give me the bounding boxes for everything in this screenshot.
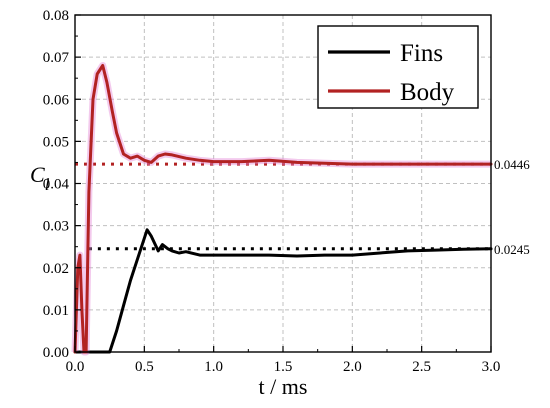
y-tick-label: 0.07 bbox=[43, 50, 70, 66]
legend: Fins Body bbox=[317, 25, 479, 109]
x-tick-label: 2.0 bbox=[343, 359, 362, 375]
y-tick-label: 0.04 bbox=[43, 177, 70, 193]
legend-box bbox=[317, 25, 479, 109]
y-tick-label: 0.00 bbox=[43, 345, 69, 361]
y-tick-label: 0.05 bbox=[43, 134, 69, 150]
x-tick-label: 2.5 bbox=[412, 359, 431, 375]
reference-lines: 0.0446 0.0245 bbox=[75, 157, 530, 257]
y-tick-label: 0.08 bbox=[43, 8, 69, 24]
x-tick-label: 1.5 bbox=[274, 359, 293, 375]
x-axis-title: t / ms bbox=[259, 374, 308, 399]
reference-value-label: 0.0245 bbox=[494, 242, 530, 257]
x-tick-label: 0.5 bbox=[135, 359, 154, 375]
x-tick-label: 0.0 bbox=[66, 359, 85, 375]
legend-label-body: Body bbox=[400, 79, 455, 106]
y-axis-title: Cl bbox=[30, 162, 50, 194]
legend-label-fins: Fins bbox=[400, 40, 443, 67]
y-tick-label: 0.01 bbox=[43, 303, 69, 319]
y-axis-title-subscript: l bbox=[45, 175, 50, 194]
y-tick-label: 0.02 bbox=[43, 261, 69, 277]
y-tick-label: 0.06 bbox=[43, 92, 70, 108]
x-tick-label: 1.0 bbox=[204, 359, 223, 375]
y-tick-label: 0.03 bbox=[43, 219, 69, 235]
x-tick-label: 3.0 bbox=[482, 359, 501, 375]
series-line bbox=[73, 228, 493, 354]
reference-value-label: 0.0446 bbox=[494, 157, 530, 172]
axis-ticks: 0.0 0.5 1.0 1.5 2.0 2.5 3.0 0.00 0.01 0.02 0.03 0.0… bbox=[43, 8, 501, 375]
